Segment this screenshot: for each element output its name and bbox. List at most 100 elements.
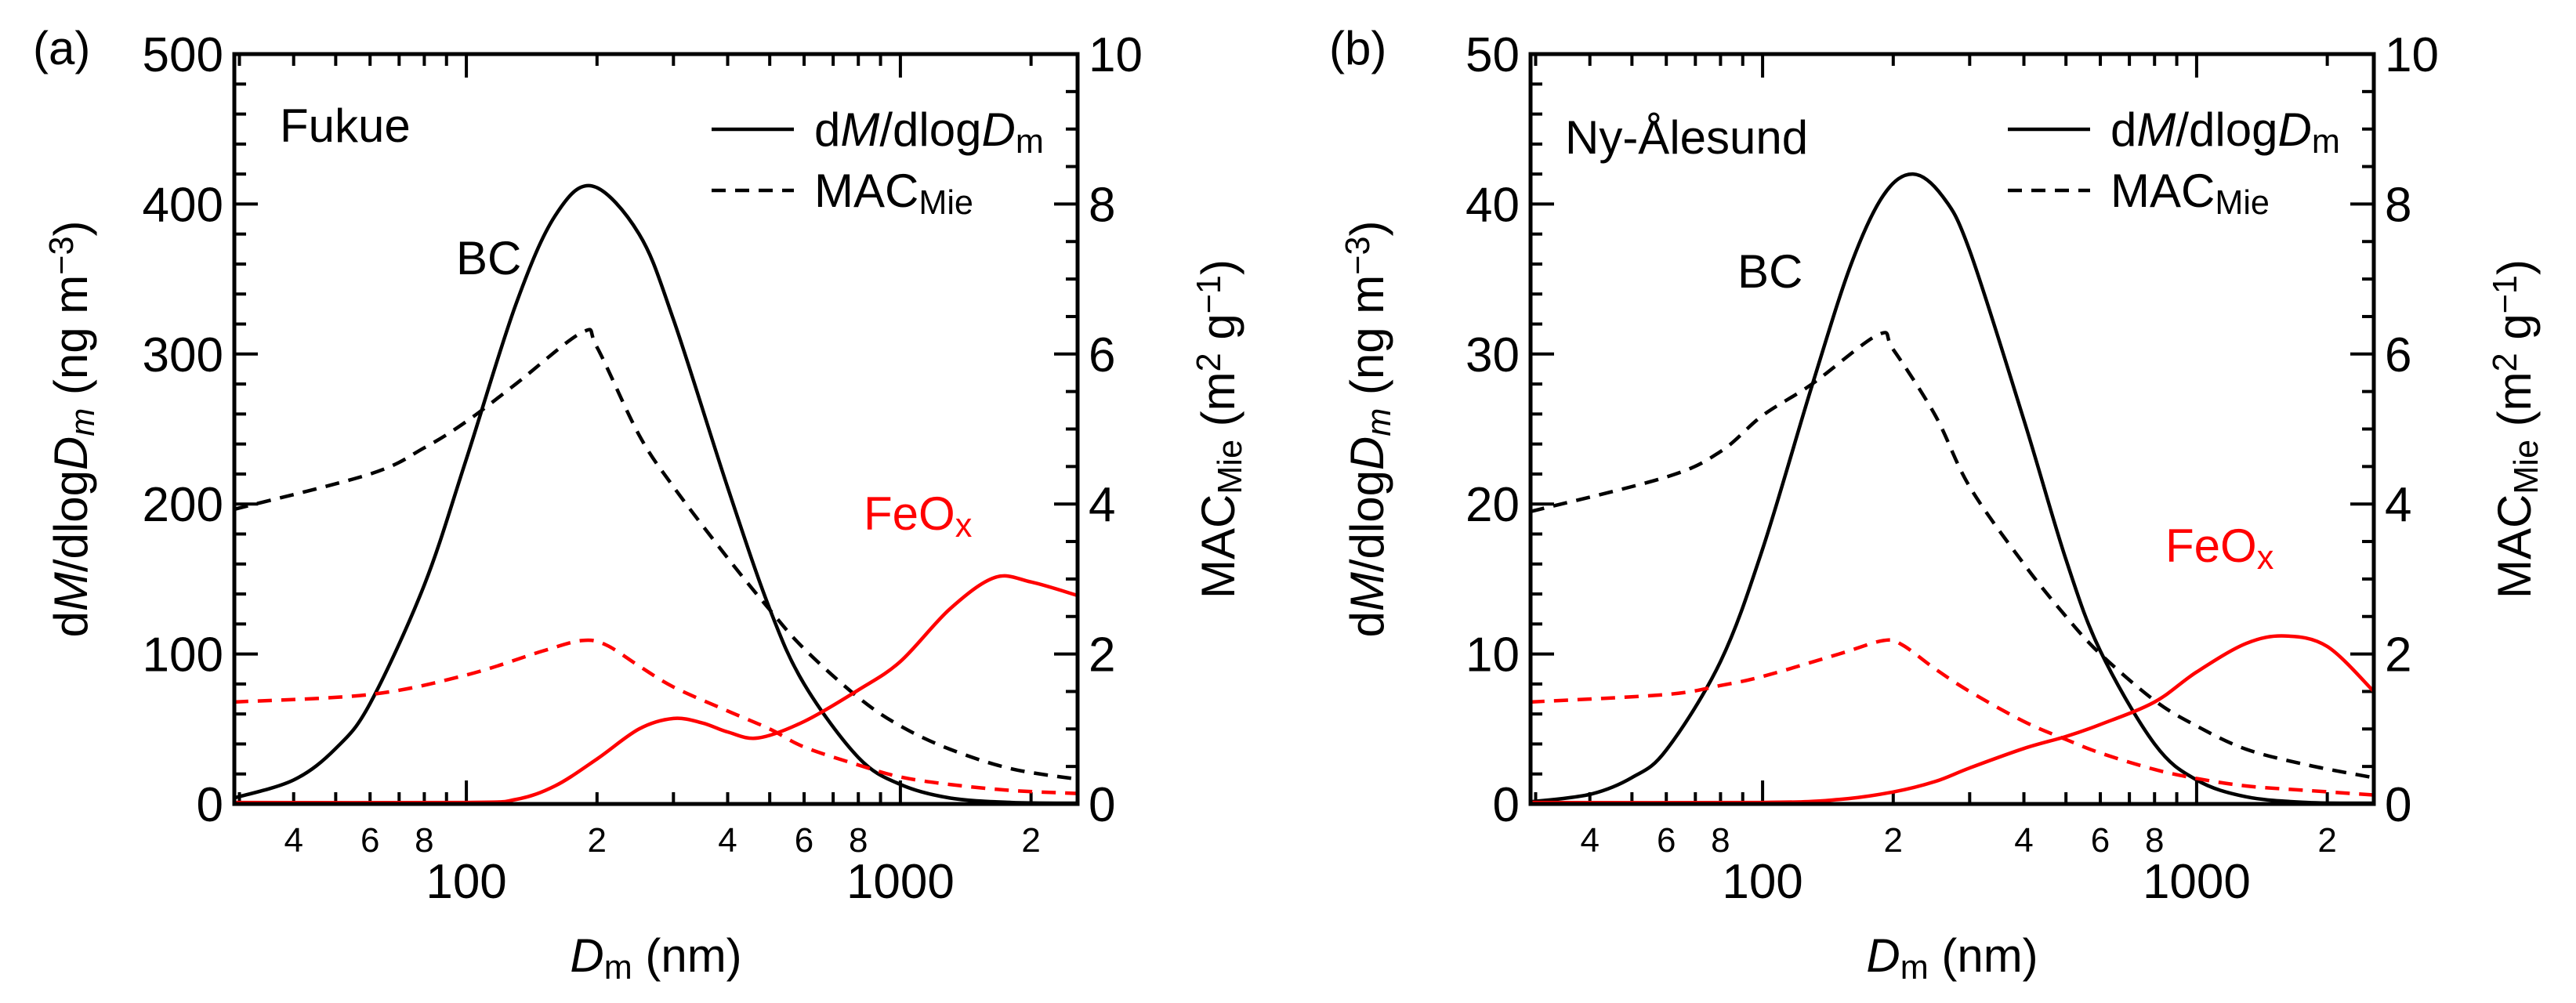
- legend-label-part: m: [1016, 123, 1044, 161]
- series-bc-mass: [234, 183, 1078, 806]
- x-minor-tick-label: 6: [795, 821, 813, 860]
- x-minor-tick-label: 4: [1580, 821, 1599, 860]
- legend-label-part: D: [981, 103, 1015, 156]
- legend-label-part: d: [2110, 103, 2136, 156]
- y-left-axis-title-part: D: [45, 436, 97, 470]
- legend-label-dashed: MACMie: [814, 165, 973, 222]
- x-axis-title-part: m: [604, 949, 632, 987]
- y-right-tick-label: 4: [2385, 478, 2411, 532]
- x-minor-tick-label: 6: [2091, 821, 2110, 860]
- y-left-axis-title-part: M: [45, 572, 97, 611]
- y-left-tick-label: 500: [143, 28, 223, 82]
- y-left-axis-title-part: ): [45, 220, 97, 236]
- y-right-tick-label: 6: [2385, 328, 2411, 382]
- annotation-feox-part: x: [955, 507, 973, 545]
- y-left-tick-label: 100: [143, 628, 223, 683]
- x-minor-tick-label: 2: [2317, 821, 2336, 860]
- y-left-axis-title-part: D: [1341, 436, 1393, 470]
- y-left-tick-label: 30: [1466, 328, 1520, 382]
- y-right-axis-title-part: −1: [2487, 275, 2524, 313]
- x-minor-tick-label: 2: [588, 821, 607, 860]
- y-left-tick-label: 300: [143, 328, 223, 382]
- x-minor-tick-label: 6: [360, 821, 379, 860]
- panel-label: (a): [33, 22, 90, 74]
- y-right-axis-title-part: 2: [2487, 353, 2524, 371]
- x-minor-tick-label: 4: [2014, 821, 2033, 860]
- annotation-feox-part: x: [2257, 539, 2274, 577]
- site-label: Ny-Ålesund: [1565, 111, 1808, 164]
- legend-label-dashed: MACMie: [2110, 165, 2270, 222]
- y-left-tick-label: 0: [197, 778, 223, 832]
- series-feox-mass: [1530, 634, 2375, 805]
- legend-label-solid: dM/dlogDm: [2110, 103, 2340, 161]
- legend-label-part: Mie: [918, 184, 973, 222]
- y-left-axis-title: dM/dlogDm (ng m−3): [1339, 220, 1399, 637]
- y-right-tick-label: 0: [1089, 778, 1115, 832]
- annotation-bc: BC: [1737, 245, 1802, 298]
- x-minor-tick-label: 4: [284, 821, 303, 860]
- x-minor-tick-label: 6: [1657, 821, 1676, 860]
- panel-label: (b): [1329, 22, 1386, 74]
- y-left-tick-label: 50: [1466, 28, 1520, 82]
- x-major-tick-label: 1000: [2143, 855, 2251, 909]
- y-right-axis-title-part: (m: [2488, 371, 2541, 440]
- site-label: Fukue: [280, 100, 411, 152]
- y-left-axis-title-part: /dlog: [1341, 470, 1393, 572]
- y-right-axis-title-part: Mie: [1212, 440, 1249, 494]
- series-feox-mac: [234, 638, 1078, 795]
- y-left-tick-label: 40: [1466, 178, 1520, 232]
- y-right-axis-title-part: 2: [1190, 353, 1228, 371]
- y-right-tick-label: 10: [1089, 28, 1143, 82]
- x-minor-tick-label: 2: [1884, 821, 1903, 860]
- legend-label-part: /dlog: [879, 103, 981, 156]
- x-axis-title-part: m: [1900, 949, 1929, 987]
- y-right-tick-label: 8: [1089, 178, 1115, 232]
- y-left-axis-title-part: d: [1341, 611, 1393, 637]
- y-left-tick-label: 0: [1493, 778, 1520, 832]
- x-minor-tick-label: 8: [1711, 821, 1730, 860]
- series-feox-mac: [1530, 638, 2375, 797]
- x-axis-title-part: (nm): [632, 929, 742, 982]
- x-major-tick-label: 1000: [846, 855, 955, 909]
- legend-label-part: M: [2136, 103, 2176, 156]
- y-left-axis-title-part: M: [1341, 572, 1393, 611]
- annotation-bc: BC: [456, 232, 521, 284]
- legend-label-part: d: [814, 103, 840, 156]
- series-bc-mass: [1530, 172, 2375, 806]
- y-right-tick-label: 6: [1089, 328, 1115, 382]
- y-left-axis-title-part: −3: [1339, 236, 1377, 274]
- y-left-tick-label: 20: [1466, 478, 1520, 532]
- legend-label-part: M: [840, 103, 879, 156]
- y-left-tick-label: 400: [143, 178, 223, 232]
- annotation-feox: FeOx: [2165, 520, 2274, 577]
- y-right-axis-title-part: g: [1192, 313, 1245, 353]
- legend-label-part: MAC: [814, 165, 918, 217]
- annotation-feox-part: FeO: [2165, 520, 2257, 572]
- y-right-axis-title: MACMie (m2 g−1): [2487, 259, 2546, 599]
- x-minor-tick-label: 2: [1021, 821, 1040, 860]
- y-right-axis-title-part: ): [2488, 259, 2541, 275]
- legend-label-part: Mie: [2215, 184, 2270, 222]
- x-axis-title: Dm (nm): [570, 929, 741, 987]
- x-major-tick-label: 100: [426, 855, 506, 909]
- y-right-axis-title: MACMie (m2 g−1): [1190, 259, 1250, 599]
- y-right-axis-title-part: (m: [1192, 371, 1245, 440]
- legend-label-part: m: [2312, 123, 2340, 161]
- y-left-axis-title-part: ): [1341, 220, 1393, 236]
- y-right-tick-label: 2: [1089, 628, 1115, 683]
- legend-label-part: /dlog: [2176, 103, 2277, 156]
- x-axis-title-part: (nm): [1929, 929, 2038, 982]
- y-left-axis-title-part: (ng m: [1341, 275, 1393, 408]
- y-left-axis-title-part: /dlog: [45, 470, 97, 572]
- y-right-tick-label: 0: [2385, 778, 2411, 832]
- plot-frame: [232, 52, 1080, 806]
- series-bc-mac: [1530, 331, 2375, 780]
- plot-frame: [1528, 52, 2376, 806]
- y-left-axis-title-part: −3: [43, 236, 81, 274]
- y-right-axis-title-part: MAC: [2488, 494, 2541, 599]
- y-left-axis-title-part: d: [45, 611, 97, 637]
- x-minor-tick-label: 8: [849, 821, 868, 860]
- y-right-tick-label: 2: [2385, 628, 2411, 683]
